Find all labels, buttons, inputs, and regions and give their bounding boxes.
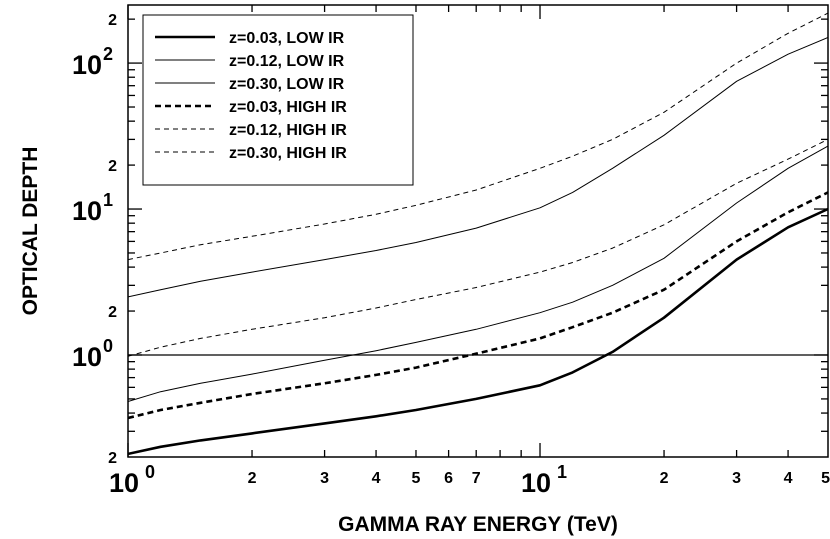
y-major-tick-base: 10 xyxy=(72,50,102,80)
x-tick-label: 5 xyxy=(821,470,830,487)
x-major-tick-base: 10 xyxy=(109,468,139,498)
legend: z=0.03, LOW IR z=0.12, LOW IR z=0.30, LOW … xyxy=(142,14,414,186)
x-major-tick-label: 10 1 xyxy=(521,462,567,498)
legend-label-5: z=0.30, HIGH IR xyxy=(229,145,347,162)
x-major-tick-label: 10 0 xyxy=(109,462,155,498)
x-tick-label: 6 xyxy=(444,470,453,487)
y-major-tick-base: 10 xyxy=(72,342,102,372)
x-tick-label: 4 xyxy=(784,470,793,487)
y-major-tick-label: 10 2 xyxy=(72,44,113,80)
legend-label-4: z=0.12, HIGH IR xyxy=(229,122,347,139)
legend-box xyxy=(142,14,414,186)
series-line-5 xyxy=(128,12,828,261)
x-major-tick-exp: 0 xyxy=(145,462,155,482)
y-major-tick-exp: 2 xyxy=(103,44,113,64)
legend-label-1: z=0.12, LOW IR xyxy=(229,53,345,70)
y-major-tick-exp: 1 xyxy=(103,190,113,210)
y-major-tick-label: 10 0 xyxy=(72,336,113,372)
y-major-tick-base: 10 xyxy=(72,196,102,226)
y-tick-label: 2 xyxy=(108,12,117,29)
legend-label-3: z=0.03, HIGH IR xyxy=(229,99,347,116)
x-tick-label: 2 xyxy=(660,470,669,487)
series-line-1 xyxy=(128,145,828,402)
x-major-tick-exp: 1 xyxy=(557,462,567,482)
x-tick-label: 3 xyxy=(732,470,741,487)
series-line-0 xyxy=(128,207,828,456)
y-tick-label: 2 xyxy=(108,304,117,321)
x-tick-labels: 2 3 4 5 6 7 2 3 4 5 10 0 10 1 xyxy=(109,462,830,498)
x-tick-label: 5 xyxy=(412,470,421,487)
y-tick-label: 2 xyxy=(108,158,117,175)
series-line-2 xyxy=(128,36,828,298)
x-tick-label: 4 xyxy=(372,470,381,487)
x-tick-label: 2 xyxy=(248,470,257,487)
series-line-3 xyxy=(128,191,828,420)
y-major-tick-exp: 0 xyxy=(103,336,113,356)
axis-ticks xyxy=(127,5,828,457)
y-axis-title: OPTICAL DEPTH xyxy=(19,147,42,316)
x-tick-label: 7 xyxy=(472,470,481,487)
legend-label-0: z=0.03, LOW IR xyxy=(229,30,345,47)
y-major-tick-label: 10 1 xyxy=(72,190,113,226)
x-major-tick-base: 10 xyxy=(521,468,551,498)
x-tick-label: 3 xyxy=(320,470,329,487)
legend-label-2: z=0.30, LOW IR xyxy=(229,76,345,93)
series-line-4 xyxy=(128,138,828,357)
y-tick-label: 2 xyxy=(108,450,117,467)
x-axis-title: GAMMA RAY ENERGY (TeV) xyxy=(338,513,618,536)
plot-content xyxy=(128,12,828,456)
